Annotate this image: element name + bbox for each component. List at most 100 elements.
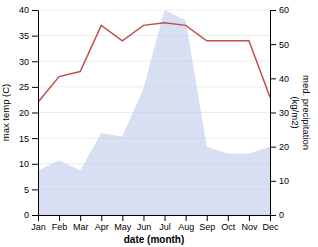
- y-tick: 20: [19, 108, 38, 118]
- x-tick: Jun: [137, 215, 152, 232]
- y2-tick-mark: [270, 10, 276, 11]
- x-tick-label: Aug: [178, 222, 194, 232]
- y-tick-mark: [32, 113, 38, 114]
- y2-tick-label: 30: [279, 108, 289, 118]
- y-tick-label: 25: [19, 82, 29, 92]
- y-tick-label: 10: [19, 159, 29, 169]
- x-tick: Sep: [199, 215, 215, 232]
- marks: [38, 10, 270, 215]
- y2-tick-mark: [270, 113, 276, 114]
- y2-tick-label: 20: [279, 142, 289, 152]
- x-tick-label: Jan: [31, 222, 46, 232]
- y-tick-label: 40: [19, 5, 29, 15]
- x-tick-mark: [59, 215, 60, 221]
- y2-axis-title-line: med. precipitation: [301, 75, 312, 150]
- chart: JanFebMarAprMayJunJulAugSepOctNovDec0510…: [0, 0, 318, 247]
- y-tick: 15: [19, 134, 38, 144]
- x-tick-mark: [207, 215, 208, 221]
- y-tick: 25: [19, 82, 38, 92]
- x-tick-mark: [122, 215, 123, 221]
- y2-tick-mark: [270, 147, 276, 148]
- x-tick-mark: [143, 215, 144, 221]
- x-tick-label: Jul: [159, 222, 171, 232]
- y2-tick-label: 0: [279, 210, 284, 220]
- y-tick: 40: [19, 5, 38, 15]
- x-tick: Aug: [178, 215, 194, 232]
- y-tick-label: 5: [24, 185, 29, 195]
- y2-tick-mark: [270, 44, 276, 45]
- y2-tick-label: 10: [279, 176, 289, 186]
- plot: JanFebMarAprMayJunJulAugSepOctNovDec0510…: [19, 5, 289, 232]
- y-tick-label: 20: [19, 108, 29, 118]
- x-tick-label: Nov: [241, 222, 258, 232]
- y-tick-label: 30: [19, 57, 29, 67]
- x-tick: Nov: [241, 215, 258, 232]
- y2-axis-title: med. precipitation(kg/m2): [290, 75, 312, 150]
- y-tick-label: 35: [19, 31, 29, 41]
- x-tick-mark: [165, 215, 166, 221]
- y-tick-mark: [32, 138, 38, 139]
- y-tick-mark: [32, 36, 38, 37]
- x-tick-label: Sep: [199, 222, 215, 232]
- y-tick-mark: [32, 61, 38, 62]
- x-tick-mark: [38, 215, 39, 221]
- y2-tick: 10: [270, 176, 289, 186]
- x-axis: Jan Feb Mar Apr May Jun Jul Aug Sep Oct Nov Dec: [31, 215, 279, 232]
- axis-line: [39, 215, 271, 216]
- y2-tick-label: 60: [279, 5, 289, 15]
- y-tick-label: 15: [19, 134, 29, 144]
- temperature-line: [38, 23, 270, 102]
- y-tick: 30: [19, 57, 38, 67]
- y-tick-mark: [32, 164, 38, 165]
- axis-line: [38, 11, 39, 216]
- y-axis-title: max temp (C): [0, 84, 11, 142]
- grid-line: [38, 35, 270, 36]
- x-axis-title: date (month): [124, 234, 185, 245]
- y2-axis: 0 10 20 30 40 50 60: [270, 5, 289, 220]
- grid: [38, 10, 270, 215]
- x-tick: Oct: [221, 215, 236, 232]
- y2-tick-label: 50: [279, 40, 289, 50]
- y-tick-mark: [32, 87, 38, 88]
- y2-axis-title-line: (kg/m2): [290, 96, 301, 128]
- y-tick-label: 0: [24, 210, 29, 220]
- y2-tick: 40: [270, 74, 289, 84]
- y2-tick: 50: [270, 40, 289, 50]
- y-tick-mark: [32, 215, 38, 216]
- x-tick-mark: [249, 215, 250, 221]
- x-tick-mark: [186, 215, 187, 221]
- x-tick-label: Dec: [262, 222, 279, 232]
- y-tick: 5: [24, 185, 38, 195]
- grid-line: [38, 10, 270, 11]
- x-tick-label: Feb: [52, 222, 68, 232]
- precipitation-area: [38, 10, 270, 215]
- y-tick-mark: [32, 189, 38, 190]
- x-tick-label: Jun: [137, 222, 152, 232]
- y2-tick: 0: [270, 210, 284, 220]
- x-tick: Jan: [31, 215, 46, 232]
- y2-tick: 30: [270, 108, 289, 118]
- x-tick-mark: [228, 215, 229, 221]
- x-tick-mark: [101, 215, 102, 221]
- x-tick: May: [114, 215, 132, 232]
- y-tick: 10: [19, 159, 38, 169]
- y2-tick: 60: [270, 5, 289, 15]
- x-tick-mark: [80, 215, 81, 221]
- x-tick: Dec: [262, 215, 279, 232]
- x-tick-label: May: [114, 222, 132, 232]
- y2-tick: 20: [270, 142, 289, 152]
- y2-tick-mark: [270, 181, 276, 182]
- x-tick: Mar: [73, 215, 89, 232]
- y2-tick-mark: [270, 215, 276, 216]
- x-tick-label: Mar: [73, 222, 89, 232]
- y-tick: 35: [19, 31, 38, 41]
- y2-tick-label: 40: [279, 74, 289, 84]
- y-axis: 0 5 10 15 20 25 30 35 40: [19, 5, 39, 220]
- x-tick: Jul: [159, 215, 171, 232]
- y-tick-mark: [32, 10, 38, 11]
- x-tick-label: Oct: [221, 222, 236, 232]
- x-tick: Apr: [95, 215, 109, 232]
- y-tick: 0: [24, 210, 38, 220]
- x-tick: Feb: [52, 215, 68, 232]
- y2-tick-mark: [270, 78, 276, 79]
